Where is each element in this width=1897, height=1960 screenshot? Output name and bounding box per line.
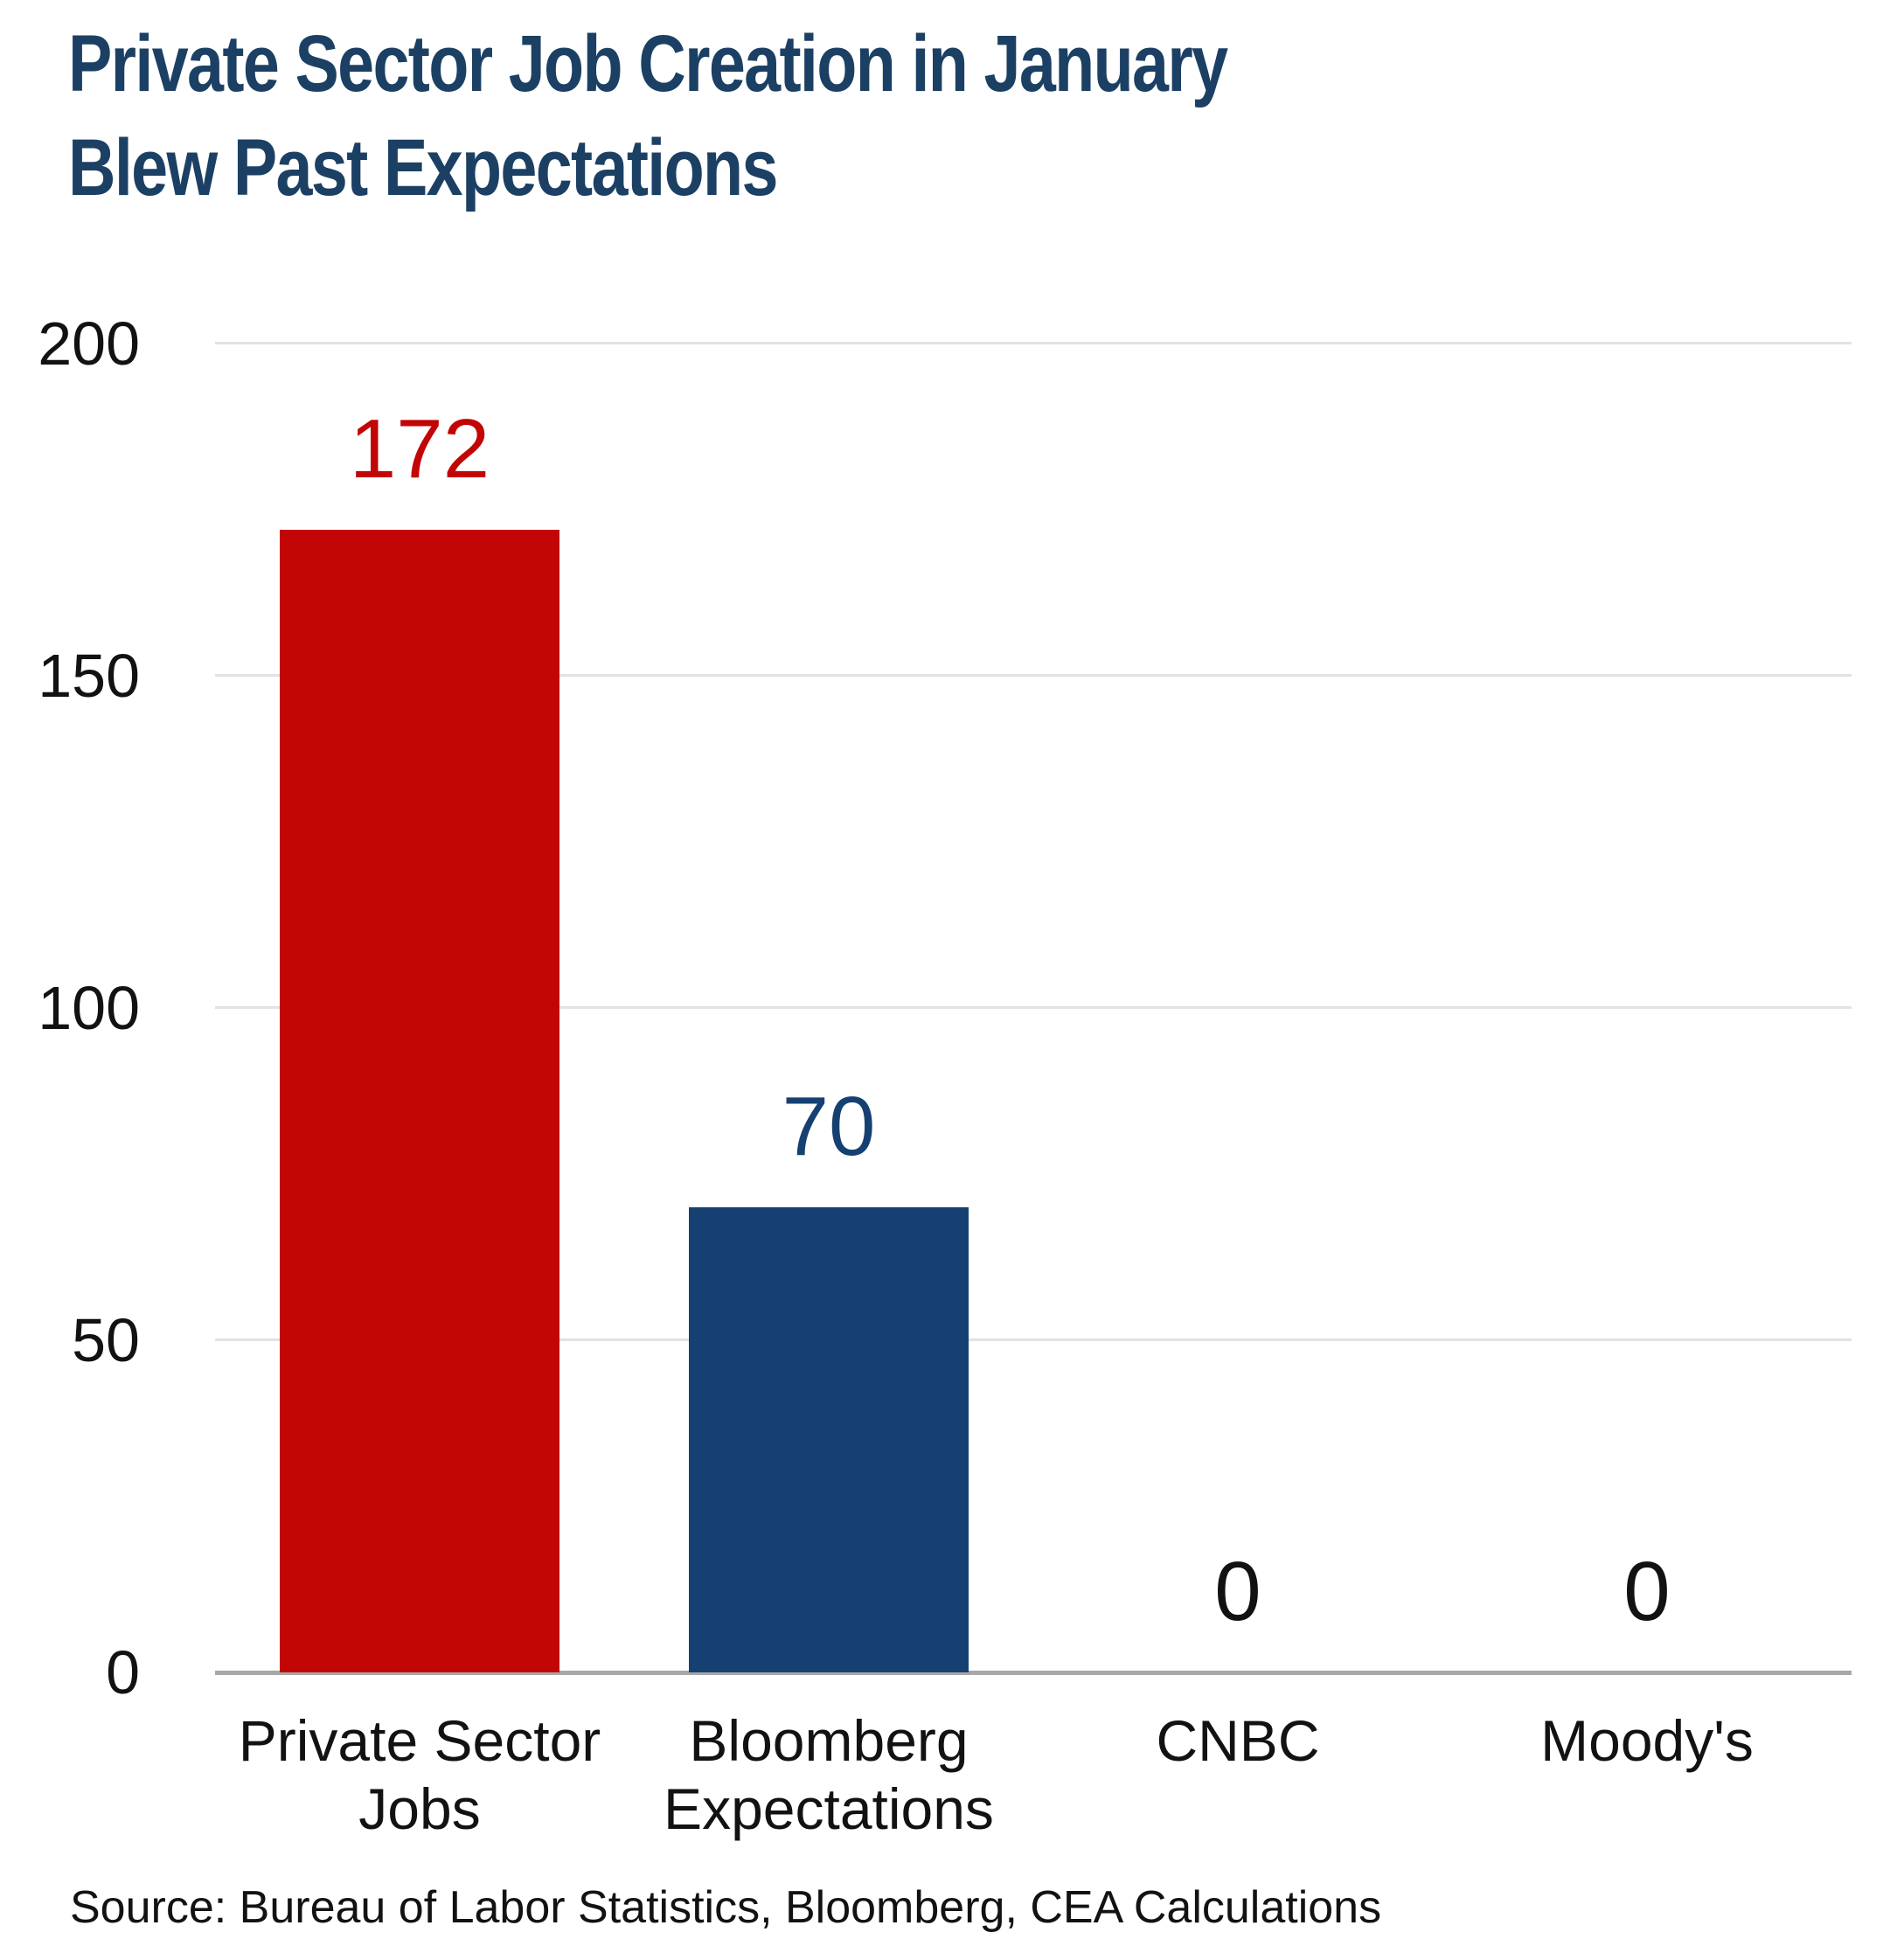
chart-title: Private Sector Job Creation in January B… [68,12,1228,220]
y-tick-200: 200 [38,309,140,378]
bar-private-sector-jobs [280,529,559,1672]
chart-title-line-1: Private Sector Job Creation in January [68,19,1228,108]
bar-bloomberg-expectations [689,1207,969,1672]
category-label-line: Private Sector [238,1708,601,1773]
category-label-cnbc: CNBC [1037,1706,1439,1775]
value-label-cnbc: 0 [1214,1545,1261,1638]
y-tick-100: 100 [38,974,140,1042]
category-label-line: CNBC [1156,1708,1320,1773]
category-label-line: Bloomberg [689,1708,969,1773]
category-label-line: Jobs [358,1776,481,1841]
category-label-bloomberg-expectations: Bloomberg Expectations [628,1706,1030,1843]
gridline-200 [215,342,1852,344]
x-axis-baseline [215,1671,1852,1675]
gridline-50 [215,1338,1852,1341]
gridline-150 [215,674,1852,677]
category-label-moodys: Moody's [1446,1706,1848,1775]
category-label-private-sector-jobs: Private Sector Jobs [219,1706,621,1843]
category-label-line: Expectations [664,1776,994,1841]
source-note: Source: Bureau of Labor Statistics, Bloo… [70,1882,1382,1933]
value-label-bloomberg-expectations: 70 [782,1080,876,1173]
y-tick-0: 0 [106,1638,140,1706]
value-label-private-sector-jobs: 172 [349,401,490,496]
category-label-line: Moody's [1540,1708,1754,1773]
value-label-moodys: 0 [1623,1545,1671,1638]
gridline-100 [215,1006,1852,1009]
chart-title-line-2: Blew Past Expectations [68,123,778,212]
y-tick-150: 150 [38,642,140,710]
y-tick-50: 50 [72,1306,140,1374]
